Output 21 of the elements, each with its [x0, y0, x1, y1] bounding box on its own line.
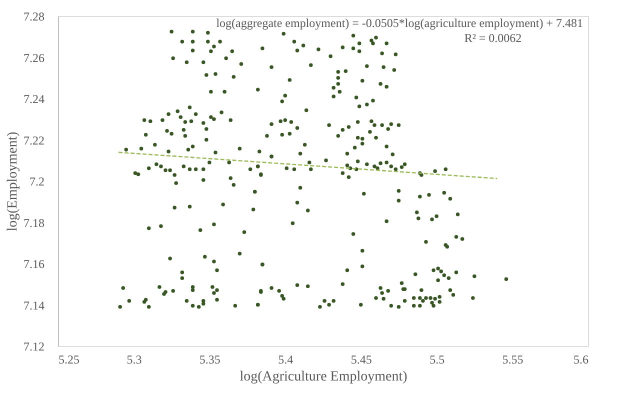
y-tick-label: 7.24 — [24, 92, 44, 106]
x-tick-label: 5.3 — [126, 352, 142, 366]
y-tick-label: 7.28 — [24, 10, 44, 24]
x-tick-label: 5.45 — [350, 352, 372, 366]
x-tick-label: 5.6 — [574, 352, 588, 366]
y-tick-label: 7.18 — [24, 216, 44, 230]
y-tick-label: 7.16 — [24, 257, 44, 271]
y-axis-title: log(Employment) — [6, 131, 20, 232]
x-tick-label: 5.55 — [502, 352, 524, 366]
x-tick-label: 5.35 — [199, 352, 220, 366]
x-tick-label: 5.4 — [278, 352, 294, 366]
y-tick-label: 7.22 — [24, 133, 44, 148]
annotation: R² = 0.0062 — [464, 31, 522, 45]
annotation: log(aggregate employment) = -0.0505*log(agriculture employment) + 7.481 — [216, 16, 583, 30]
y-tick-label: 7.12 — [24, 340, 44, 354]
x-tick-label: 5.25 — [58, 352, 80, 366]
x-tick-label: 5.5 — [430, 352, 445, 366]
x-axis-title: log(Agriculture Employment) — [240, 370, 408, 384]
y-tick-label: 7.26 — [24, 50, 44, 65]
y-tick-label: 7.14 — [24, 298, 44, 312]
y-tick-label: 7.2 — [30, 174, 44, 188]
